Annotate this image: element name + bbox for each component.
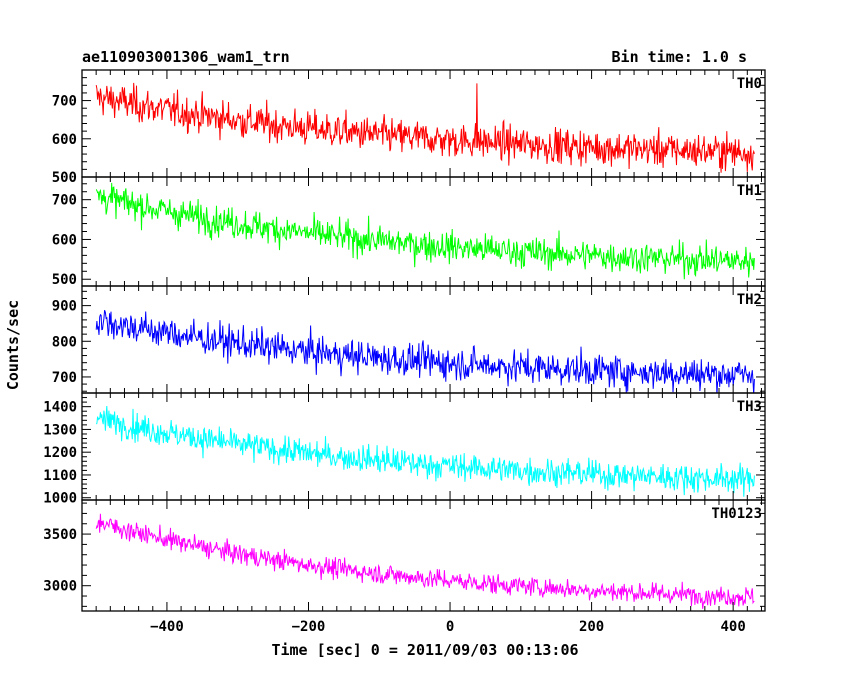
x-tick-label: −200 — [292, 619, 326, 635]
y-tick-label: 500 — [52, 170, 77, 186]
panel-th0: 500 600 700 TH0 — [52, 69, 766, 186]
y-tick-label: 1300 — [43, 422, 77, 438]
x-axis-title: Time [sec] 0 = 2011/09/03 00:13:06 — [271, 641, 578, 659]
chart-title: ae110903001306_wam1_trn — [82, 48, 290, 66]
y-tick-label: 600 — [52, 132, 77, 148]
panel-label-th1: TH1 — [737, 183, 762, 199]
y-tick-label: 700 — [52, 193, 77, 209]
panel-label-th3: TH3 — [737, 399, 762, 415]
y-tick-label: 1200 — [43, 445, 77, 461]
series-th0 — [95, 82, 755, 173]
y-tick-label: 3500 — [43, 527, 77, 543]
series-th1 — [95, 182, 755, 280]
series-th2 — [95, 310, 755, 393]
panel-label-th0: TH0 — [737, 76, 762, 92]
y-axis-title: Counts/sec — [4, 300, 22, 390]
y-tick-label: 1100 — [43, 468, 77, 484]
series-th3 — [95, 405, 755, 497]
x-tick-label: 0 — [446, 619, 454, 635]
series-th0123 — [95, 513, 755, 609]
x-tick-label: 400 — [721, 619, 746, 635]
x-tick-label: −400 — [150, 619, 184, 635]
panel-frame — [81, 176, 766, 287]
x-tick-label: 200 — [579, 619, 604, 635]
y-tick-label: 900 — [52, 299, 77, 315]
bin-time-label: Bin time: 1.0 s — [612, 48, 747, 66]
panel-frame — [81, 392, 766, 501]
panel-th0123: 3000 3500 TH0123 — [43, 499, 766, 612]
panel-th3: 1000 1100 1200 1300 1400 TH3 — [43, 392, 766, 507]
y-tick-label: 1000 — [43, 491, 77, 507]
y-tick-label: 800 — [52, 334, 77, 350]
panel-frame — [81, 285, 766, 394]
panel-frame — [81, 499, 766, 612]
panel-th2: 700 800 900 TH2 — [52, 285, 766, 394]
y-tick-label: 500 — [52, 272, 77, 288]
panel-label-th2: TH2 — [737, 292, 762, 308]
y-tick-label: 700 — [52, 94, 77, 110]
y-tick-label: 700 — [52, 370, 77, 386]
y-tick-label: 600 — [52, 232, 77, 248]
panel-label-th0123: TH0123 — [711, 506, 762, 522]
y-tick-label: 3000 — [43, 579, 77, 595]
panels-group: 500 600 700 TH0 500 600 700 TH1 700 800 900 TH2 1000… — [43, 69, 766, 635]
y-tick-label: 1400 — [43, 400, 77, 416]
panel-th1: 500 600 700 TH1 — [52, 176, 766, 288]
